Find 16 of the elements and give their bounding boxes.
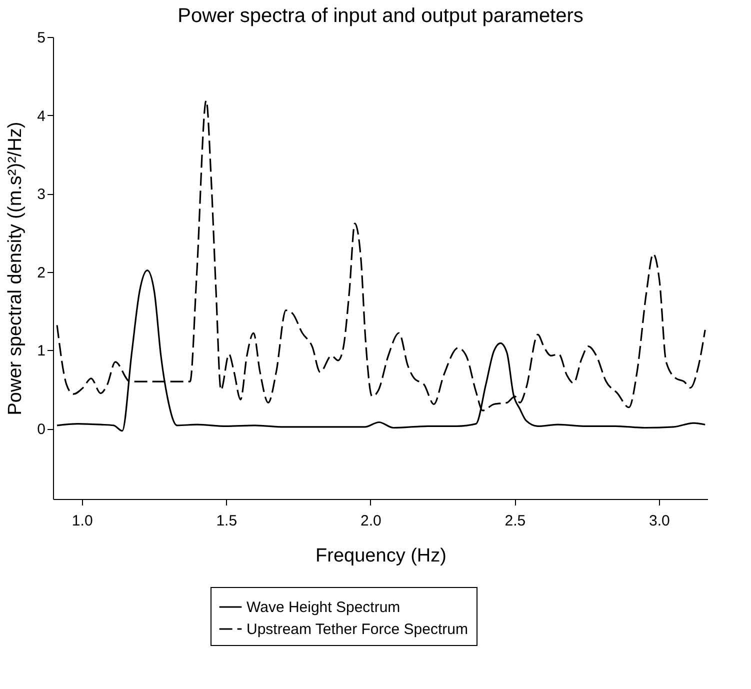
x-tick-label: 1.0	[72, 512, 93, 530]
y-tick-label: 1	[37, 342, 46, 360]
x-tick-label: 1.5	[216, 512, 238, 530]
legend-label: Upstream Tether Force Spectrum	[246, 621, 468, 638]
chart-title: Power spectra of input and output parameters	[178, 5, 584, 27]
y-tick-label: 4	[37, 108, 46, 125]
x-axis-title: Frequency (Hz)	[316, 546, 446, 566]
y-tick-label: 5	[37, 30, 46, 46]
x-tick-label: 2.5	[504, 512, 526, 530]
legend-label: Wave Height Spectrum	[246, 599, 400, 616]
x-tick-label: 3.0	[649, 512, 670, 530]
y-tick-label: 0	[37, 421, 46, 438]
y-axis-title: Power spectral density ((m.s²)²/Hz)	[5, 122, 26, 416]
y-tick-label: 3	[37, 186, 46, 204]
x-tick-label: 2.0	[360, 512, 382, 530]
y-tick-label: 2	[37, 264, 46, 282]
